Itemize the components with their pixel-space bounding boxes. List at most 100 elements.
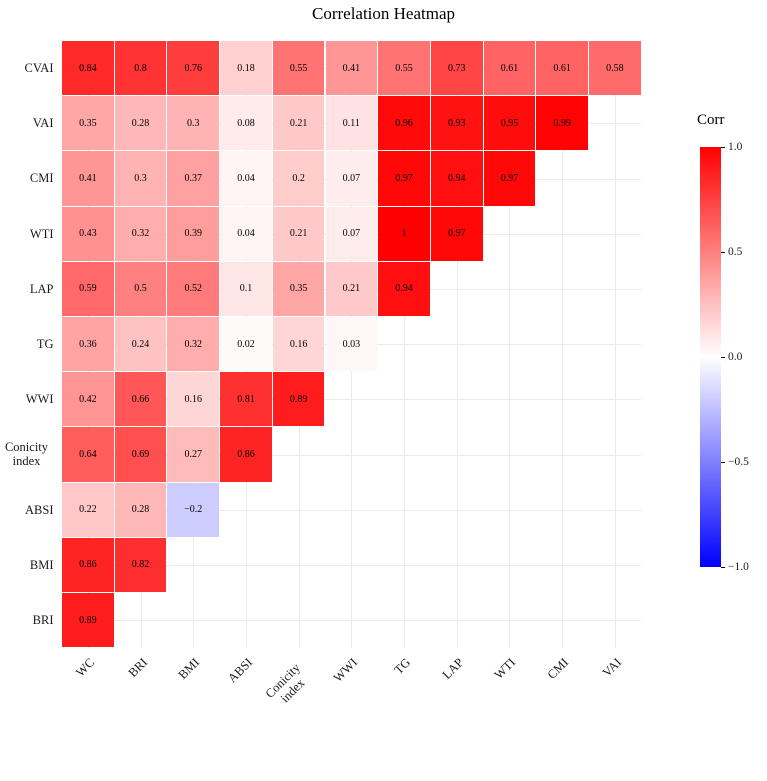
heatmap-cell: 0.07 <box>325 206 378 261</box>
heatmap-cell: 0.81 <box>220 372 272 427</box>
heatmap-cell: 0.55 <box>378 41 430 96</box>
heatmap-cell: 0.41 <box>325 41 378 96</box>
y-axis-label: WWI <box>25 392 54 407</box>
heatmap-cell: 0.95 <box>483 96 536 151</box>
chart-title: Correlation Heatmap <box>311 4 456 23</box>
heatmap-cell: 0.37 <box>167 151 220 206</box>
legend-tick-label: −0.5 <box>728 456 749 468</box>
heatmap-cell: 0.59 <box>62 261 114 316</box>
heatmap-cell: 0.35 <box>272 261 325 316</box>
heatmap-cell: 0.03 <box>325 317 378 372</box>
heatmap-cell: 0.08 <box>220 96 272 151</box>
legend-colorbar <box>700 147 721 567</box>
heatmap-cell: 0.04 <box>220 206 272 261</box>
heatmap-cell: 0.42 <box>62 372 114 427</box>
y-axis-label: BRI <box>32 612 54 627</box>
heatmap-cell: 0.35 <box>62 96 114 151</box>
legend-title: Corr <box>697 112 725 128</box>
legend-tick-label: 1.0 <box>728 141 743 153</box>
heatmap-cell: 1 <box>378 206 430 261</box>
heatmap-cell: 0.22 <box>62 482 114 537</box>
heatmap-cell: 0.07 <box>325 151 378 206</box>
heatmap-cell: 0.43 <box>62 206 114 261</box>
heatmap-cell: 0.02 <box>220 317 272 372</box>
heatmap-cell: 0.36 <box>62 317 114 372</box>
y-axis-label: BMI <box>29 557 54 572</box>
heatmap-cell: 0.16 <box>167 372 220 427</box>
x-axis-label: BMI <box>175 654 203 682</box>
heatmap-cell: 0.11 <box>325 96 378 151</box>
heatmap-cell: 0.76 <box>167 41 220 96</box>
x-axis-label: CMI <box>544 654 572 682</box>
heatmap-cell: 0.86 <box>220 427 272 482</box>
heatmap-cell: 0.82 <box>114 537 167 592</box>
heatmap-cell: 0.64 <box>62 427 114 482</box>
heatmap-cell: 0.16 <box>272 317 325 372</box>
legend-tick-label: 0.5 <box>728 246 743 258</box>
heatmap-cell: 0.3 <box>167 96 220 151</box>
heatmap-cell: 0.52 <box>167 261 220 316</box>
y-axis-label: ABSI <box>25 502 54 517</box>
heatmap-cell: 0.58 <box>589 41 641 96</box>
heatmap-cell: 0.66 <box>114 372 167 427</box>
gridline <box>61 399 642 401</box>
heatmap-cell: 0.21 <box>272 206 325 261</box>
x-axis-label: LAP <box>439 654 466 682</box>
gridline <box>61 564 642 566</box>
gridline <box>61 454 642 456</box>
correlation-heatmap-figure: Correlation Heatmap 0.84 0.8 0.76 0.18 0.55 0… <box>4 4 749 705</box>
heatmap-cell: 0.21 <box>272 96 325 151</box>
heatmap-cell: 0.04 <box>220 151 272 206</box>
legend-tick-label: −1.0 <box>728 561 749 573</box>
heatmap-cell: 0.73 <box>430 41 483 96</box>
heatmap-cell: 0.61 <box>536 41 588 96</box>
heatmap-cell: 0.97 <box>430 206 483 261</box>
legend-tick-mark <box>721 567 725 568</box>
heatmap-cell: 0.86 <box>62 537 114 592</box>
heatmap-cell: 0.55 <box>272 41 325 96</box>
heatmap-cell: 0.93 <box>430 96 483 151</box>
x-axis-label: VAI <box>599 654 625 680</box>
heatmap-cell: 0.21 <box>325 261 378 316</box>
heatmap-cell: 0.89 <box>272 372 325 427</box>
y-axis-label: WTI <box>29 226 54 241</box>
legend-tick-label: 0.0 <box>728 351 743 363</box>
heatmap-cell: 0.24 <box>114 317 167 372</box>
heatmap-cell: 0.97 <box>483 151 536 206</box>
heatmap-cell: 0.99 <box>536 96 588 151</box>
heatmap-cell: 0.2 <box>272 151 325 206</box>
legend-tick-mark <box>721 462 725 463</box>
heatmap-cell: 0.94 <box>430 151 483 206</box>
x-axis-label: BRI <box>125 654 150 680</box>
y-axis-label: Conicity index <box>4 440 49 469</box>
heatmap-cell: 0.5 <box>114 261 167 316</box>
heatmap-cell: 0.32 <box>167 317 220 372</box>
heatmap-cell: 0.39 <box>167 206 220 261</box>
y-axis-label: CVAI <box>24 60 54 75</box>
legend-tick-mark <box>721 252 725 253</box>
heatmap-cell: 0.1 <box>220 261 272 316</box>
heatmap-cell: 0.89 <box>62 593 114 648</box>
heatmap-cell: 0.28 <box>114 482 167 537</box>
y-axis-label: LAP <box>29 281 54 296</box>
heatmap-cell: 0.97 <box>378 151 430 206</box>
legend-tick-mark <box>721 147 725 148</box>
heatmap-cell: 0.94 <box>378 261 430 316</box>
x-axis-label: WTI <box>492 654 519 682</box>
gridline <box>61 509 642 511</box>
heatmap-cell: 0.69 <box>114 427 167 482</box>
heatmap-cell: 0.84 <box>62 41 114 96</box>
heatmap-cell: 0.32 <box>114 206 167 261</box>
heatmap-cell: 0.3 <box>114 151 167 206</box>
heatmap-cell: 0.27 <box>167 427 220 482</box>
gridline <box>61 620 642 622</box>
heatmap-cell: 0.8 <box>114 41 167 96</box>
y-axis-label: CMI <box>29 171 54 186</box>
y-axis-label: VAI <box>32 116 54 131</box>
heatmap-cell: 0.18 <box>220 41 272 96</box>
heatmap-cell: 0.41 <box>62 151 114 206</box>
heatmap-cell: 0.96 <box>378 96 430 151</box>
legend-tick-mark <box>721 357 725 358</box>
y-axis-label: TG <box>36 336 54 351</box>
heatmap-cell: −0.2 <box>167 482 220 537</box>
